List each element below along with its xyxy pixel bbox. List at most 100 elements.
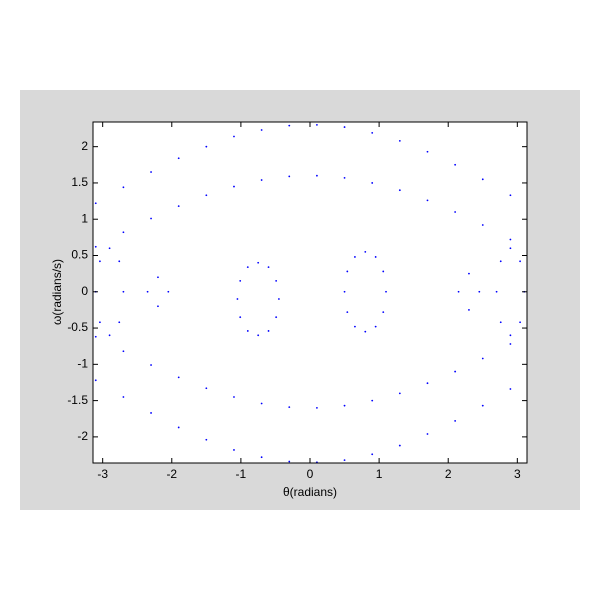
point <box>346 270 349 273</box>
point <box>177 426 180 429</box>
x-tick-label: -2 <box>166 467 177 481</box>
point <box>374 256 377 258</box>
point <box>246 266 249 269</box>
point <box>499 260 502 263</box>
point <box>99 260 101 263</box>
point <box>94 245 97 248</box>
point <box>150 171 152 173</box>
point <box>94 379 97 382</box>
point <box>364 330 367 333</box>
point <box>371 399 374 402</box>
point <box>481 404 484 407</box>
point <box>118 260 121 263</box>
point <box>509 238 512 241</box>
point <box>346 311 349 313</box>
point <box>385 290 387 293</box>
point <box>205 438 208 441</box>
point <box>519 260 521 263</box>
point <box>343 290 346 293</box>
point <box>495 290 498 293</box>
point <box>94 202 97 205</box>
point <box>267 330 270 332</box>
point <box>122 290 125 293</box>
point <box>371 131 374 134</box>
point <box>398 444 401 447</box>
y-tick-label: 0 <box>81 284 88 298</box>
point <box>509 247 512 250</box>
point <box>316 406 318 409</box>
point <box>499 321 502 324</box>
point <box>457 290 460 293</box>
point <box>167 290 170 293</box>
point <box>288 124 291 127</box>
point <box>343 459 346 461</box>
point <box>343 176 346 179</box>
point <box>288 406 291 409</box>
point <box>257 334 260 337</box>
point <box>374 325 377 328</box>
y-tick-label: 1.5 <box>71 175 88 189</box>
point <box>233 396 235 398</box>
x-tick-label: 2 <box>445 467 452 481</box>
y-tick-label: -1.5 <box>67 393 88 407</box>
point <box>146 290 149 293</box>
point <box>454 163 457 166</box>
point <box>177 205 180 208</box>
x-axis-label: θ(radians) <box>283 485 337 499</box>
point <box>316 124 318 126</box>
y-tick-label: 0.5 <box>71 248 88 262</box>
point <box>177 376 180 379</box>
point <box>99 321 101 324</box>
x-tick-label: -3 <box>97 467 108 481</box>
point <box>205 145 208 148</box>
plot-area <box>93 122 527 463</box>
point <box>122 350 125 353</box>
point <box>275 279 278 282</box>
point <box>288 460 291 463</box>
point <box>150 364 152 366</box>
point <box>260 402 263 405</box>
point <box>481 357 484 360</box>
point <box>519 321 521 324</box>
point <box>509 334 512 337</box>
point <box>150 412 152 414</box>
point <box>108 334 111 337</box>
point <box>454 211 457 213</box>
point <box>288 175 291 178</box>
point <box>398 189 401 192</box>
point <box>509 388 512 390</box>
point <box>157 276 159 279</box>
point <box>382 311 385 313</box>
point <box>468 309 470 311</box>
point <box>481 178 484 181</box>
point <box>426 150 429 153</box>
point <box>354 325 356 328</box>
point <box>316 174 318 177</box>
point <box>108 247 111 250</box>
point <box>233 185 235 188</box>
point <box>157 305 159 308</box>
point <box>468 272 470 275</box>
x-tick-label: -1 <box>236 467 247 481</box>
point <box>150 217 152 220</box>
point <box>371 182 374 184</box>
x-tick-label: 1 <box>376 467 383 481</box>
point <box>260 179 263 181</box>
point <box>354 256 356 258</box>
point <box>260 456 263 459</box>
point <box>267 266 270 269</box>
point <box>118 321 121 324</box>
point <box>275 316 278 319</box>
y-axis-label: ω(radians/s) <box>50 259 64 325</box>
point <box>478 290 481 293</box>
point <box>233 135 235 138</box>
point <box>94 335 97 338</box>
point <box>278 298 280 300</box>
y-tick-label: -2 <box>77 429 88 443</box>
y-tick-label: 2 <box>81 139 88 153</box>
point <box>122 186 125 189</box>
point <box>364 250 367 253</box>
point <box>233 449 235 451</box>
point <box>122 396 125 398</box>
